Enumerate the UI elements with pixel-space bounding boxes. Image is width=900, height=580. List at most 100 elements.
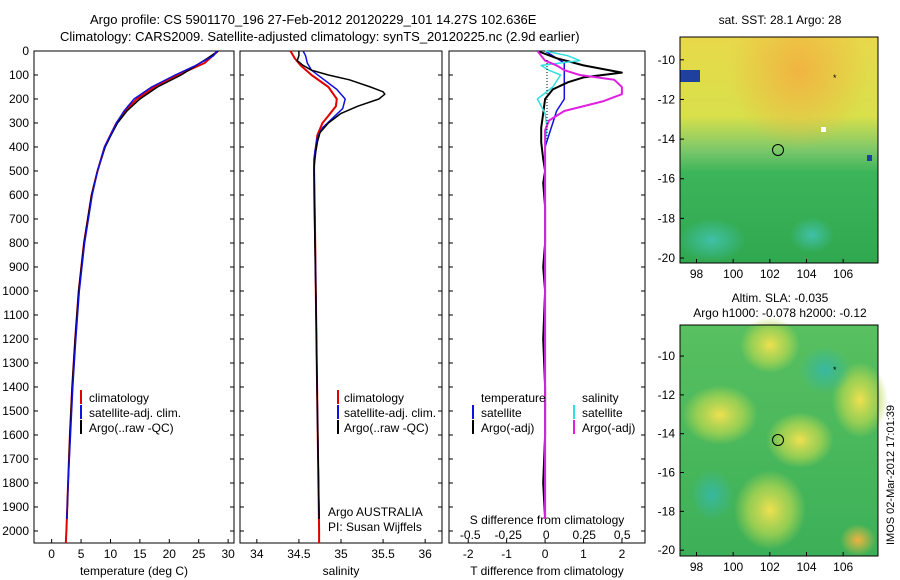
x-tick-label: 1 — [580, 547, 587, 561]
sst-cool-patch — [790, 217, 834, 253]
temperature-panel-frame — [33, 50, 235, 544]
x-tick-label: 34.5 — [287, 547, 311, 561]
x-tick-label: 35 — [334, 547, 348, 561]
x-tick-label: 35.5 — [371, 547, 395, 561]
legend-title-salinity: salinity — [582, 391, 619, 405]
argo-position-marker — [772, 434, 784, 446]
sst-map-title: sat. SST: 28.1 Argo: 28 — [719, 13, 842, 27]
sla-high-patch — [682, 385, 758, 445]
series-line-salinity-argo-adj- — [536, 50, 623, 519]
lon-tick-label: 100 — [723, 560, 743, 574]
sst-x-axis: 98 100 102 104 106 — [690, 259, 853, 281]
series-line-temperature-argo-adj- — [537, 50, 623, 520]
x-tick-label: 0 — [543, 528, 550, 542]
x-tick-label: 0 — [542, 547, 549, 561]
header-line-2: Climatology: CARS2009. Satellite-adjuste… — [60, 29, 580, 44]
series-line-argo-raw-qc- — [66, 50, 218, 520]
sla-x-axis: 98 100 102 104 106 — [690, 552, 853, 574]
temperature-series — [64, 50, 219, 544]
lon-tick-label: 104 — [796, 560, 816, 574]
legend-label-satellite: satellite-adj. clim. — [89, 406, 181, 420]
lat-tick-label: -20 — [658, 543, 676, 557]
depth-tick-label: 1200 — [2, 332, 29, 346]
difference-legend: temperature satellite Argo(-adj) salinit… — [472, 391, 635, 435]
x-tick-label: 20 — [163, 547, 177, 561]
x-tick-label: 15 — [133, 547, 147, 561]
float-program-note: Argo AUSTRALIA — [328, 505, 423, 519]
sst-map: * — [678, 36, 879, 264]
lat-tick-label: -18 — [658, 504, 676, 518]
depth-tick-label: 100 — [9, 68, 29, 82]
sla-map-title: Altim. SLA: -0.035 — [732, 291, 829, 305]
difference-x-axis: -2 -1 0 1 2 — [463, 539, 626, 561]
depth-tick-label: 1500 — [2, 404, 29, 418]
depth-tick-label: 400 — [9, 140, 29, 154]
lat-tick-label: -16 — [658, 466, 676, 480]
sst-y-axis: -10 -12 -14 -16 -18 -20 — [658, 53, 684, 265]
sla-high-patch — [740, 317, 800, 373]
lat-tick-label: -10 — [658, 53, 676, 67]
s-difference-axis-label: S difference from climatology — [470, 513, 625, 527]
salinity-legend: climatology satellite-adj. clim. Argo(..… — [328, 390, 436, 534]
salinity-axis-label: salinity — [323, 564, 360, 578]
x-tick-label: 5 — [78, 547, 85, 561]
salinity-panel-frame — [239, 50, 443, 544]
sla-low-patch — [799, 346, 851, 394]
x-tick-label: 0.25 — [573, 528, 597, 542]
x-tick-label: 34 — [250, 547, 264, 561]
depth-tick-label: 1700 — [2, 452, 29, 466]
sst-cool-patch — [678, 218, 746, 262]
sla-asterisk-marker: * — [833, 365, 837, 375]
depth-tick-label: 1900 — [2, 500, 29, 514]
depth-tick-label: 200 — [9, 92, 29, 106]
lon-tick-label: 102 — [760, 560, 780, 574]
salinity-series — [289, 50, 386, 543]
depth-tick-label: 500 — [9, 164, 29, 178]
x-tick-label: -0.25 — [495, 528, 523, 542]
x-tick-label: 0.5 — [614, 528, 631, 542]
header-line-1: Argo profile: CS 5901170_196 27-Feb-2012… — [90, 12, 537, 27]
depth-tick-label: 800 — [9, 236, 29, 250]
depth-tick-label: 2000 — [2, 524, 29, 538]
lat-tick-label: -16 — [658, 172, 676, 186]
legend-label-s-argo: Argo(-adj) — [582, 421, 635, 435]
depth-tick-label: 1300 — [2, 356, 29, 370]
legend-title-temperature: temperature — [481, 391, 546, 405]
lat-tick-label: -20 — [658, 251, 676, 265]
series-line-argo-raw-qc- — [296, 51, 386, 520]
legend-label-t-argo: Argo(-adj) — [481, 421, 534, 435]
x-tick-label: 2 — [619, 547, 626, 561]
temperature-x-axis: 0 5 10 15 20 25 30 — [48, 539, 235, 561]
temperature-legend: climatology satellite-adj. clim. Argo(..… — [80, 390, 181, 435]
series-line-climatology — [289, 50, 338, 543]
depth-axis: 0 100 200 300 400 500 600 700 800 900 1000 1100 1200… — [2, 44, 645, 538]
sst-cloud-pixel — [821, 127, 826, 132]
sst-map-frame — [679, 36, 879, 264]
series-line-climatology — [64, 50, 219, 544]
sla-low-patch — [690, 469, 734, 521]
legend-label-climatology: climatology — [344, 391, 404, 405]
lon-tick-label: 106 — [833, 267, 853, 281]
lon-tick-label: 100 — [723, 267, 743, 281]
depth-tick-label: 300 — [9, 116, 29, 130]
x-tick-label: 0 — [48, 547, 55, 561]
sla-y-axis: -10 -12 -14 -16 -18 -20 — [658, 349, 684, 557]
legend-label-satellite: satellite-adj. clim. — [344, 406, 436, 420]
sla-map-subtitle: Argo h1000: -0.078 h2000: -0.12 — [693, 306, 867, 320]
legend-label-climatology: climatology — [89, 391, 149, 405]
lat-tick-label: -10 — [658, 349, 676, 363]
depth-tick-label: 1400 — [2, 380, 29, 394]
imos-timestamp: IMOS 02-Mar-2012 17:01:39 — [885, 405, 897, 545]
depth-tick-label: 600 — [9, 188, 29, 202]
x-tick-label: -0.5 — [460, 528, 481, 542]
sst-cold-pixel — [867, 155, 872, 161]
depth-tick-label: 0 — [22, 44, 29, 58]
depth-tick-label: 900 — [9, 260, 29, 274]
lon-tick-label: 102 — [760, 267, 780, 281]
depth-tick-label: 1600 — [2, 428, 29, 442]
sst-cold-pixel — [680, 70, 700, 82]
lon-tick-label: 98 — [690, 560, 704, 574]
depth-tick-label: 1000 — [2, 284, 29, 298]
argo-position-marker — [772, 144, 784, 156]
